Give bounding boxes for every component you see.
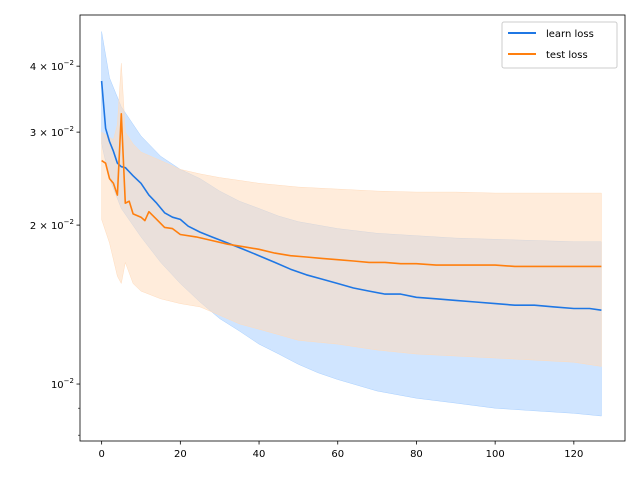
x-tick-label: 80 xyxy=(410,449,423,460)
legend-label-test-loss: test loss xyxy=(546,50,588,61)
x-tick-label: 100 xyxy=(486,449,505,460)
x-tick-label: 20 xyxy=(174,449,187,460)
series-line-test-loss xyxy=(101,113,602,268)
x-tick-label: 120 xyxy=(564,449,583,460)
x-tick-label: 60 xyxy=(331,449,344,460)
legend-label-learn-loss: learn loss xyxy=(546,29,594,40)
x-axis: 0 20 40 60 80 100 120 xyxy=(98,441,583,460)
band-test-loss xyxy=(101,63,602,367)
y-tick-label: 2 × 10−2 xyxy=(30,218,74,232)
y-tick-label: 4 × 10−2 xyxy=(30,59,74,73)
confidence-bands xyxy=(101,31,602,417)
series-lines xyxy=(100,80,602,311)
y-tick-label: 3 × 10−2 xyxy=(30,125,74,139)
x-tick-label: 0 xyxy=(98,449,104,460)
y-axis: 10−2 2 × 10−2 3 × 10−2 4 × 10−2 xyxy=(30,59,80,436)
legend: learn loss test loss xyxy=(501,21,618,69)
series-line-learn-loss xyxy=(100,80,602,311)
y-tick-label: 10−2 xyxy=(51,377,74,391)
plot-frame xyxy=(79,14,626,442)
x-tick-label: 40 xyxy=(253,449,266,460)
